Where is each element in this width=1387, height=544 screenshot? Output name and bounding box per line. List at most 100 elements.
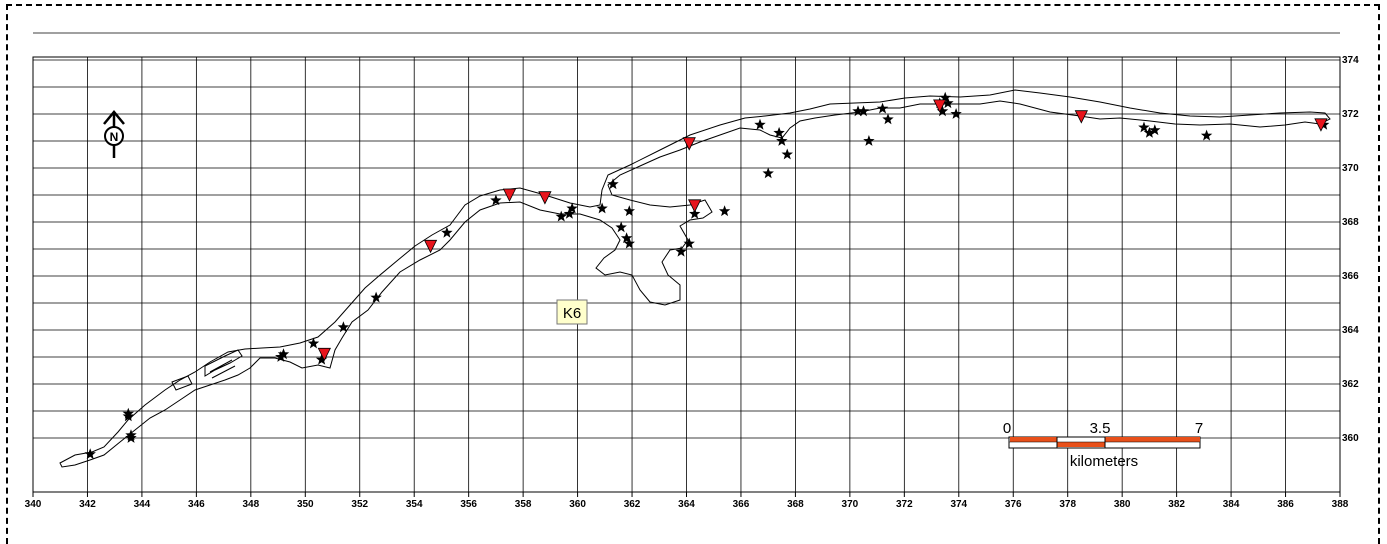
x-tick-label: 382 (1168, 499, 1185, 510)
sample-star-marker (623, 205, 635, 217)
y-tick-label: 360 (1342, 433, 1359, 444)
x-tick-label: 348 (242, 499, 259, 510)
x-tick-label: 350 (297, 499, 314, 510)
sample-triangle-marker (933, 99, 947, 113)
sample-star-marker (1138, 121, 1150, 133)
sample-star-marker (675, 245, 687, 257)
sample-star-marker (623, 237, 635, 249)
x-tick-label: 368 (787, 499, 804, 510)
x-tick-label: 360 (569, 499, 586, 510)
sample-star-marker (773, 126, 785, 138)
area-label-text: K6 (563, 305, 581, 322)
sample-star-marker (596, 202, 608, 214)
sample-star-marker (1143, 126, 1156, 138)
sample-star-marker (370, 291, 382, 303)
scale-label-zero: 0 (1003, 420, 1011, 437)
scale-units: kilometers (1070, 453, 1138, 470)
sample-star-marker (689, 207, 701, 219)
x-tick-label: 374 (950, 499, 967, 510)
sample-star-marker (615, 221, 627, 233)
sample-star-marker (876, 102, 889, 114)
sample-star-marker (781, 148, 793, 160)
sample-star-marker (882, 113, 894, 125)
scale-bar: 0 3.5 7 kilometers (1003, 420, 1203, 470)
y-tick-label: 362 (1342, 379, 1359, 390)
sample-star-marker (122, 407, 134, 419)
y-tick-label: 366 (1342, 271, 1359, 282)
x-tick-label: 372 (896, 499, 913, 510)
sample-star-marker (1149, 124, 1161, 136)
sample-star-marker (277, 348, 290, 360)
x-tick-label: 358 (515, 499, 532, 510)
sample-star-marker (857, 105, 870, 117)
sample-triangle-marker (423, 239, 438, 254)
sample-star-marker (683, 237, 695, 249)
x-tick-label: 356 (460, 499, 477, 510)
harbour-outline (171, 349, 243, 391)
y-tick-label: 368 (1342, 217, 1359, 228)
coastline-outline (59, 89, 1331, 468)
sample-star-marker (754, 118, 766, 130)
sample-star-marker (566, 202, 578, 214)
sample-triangle-marker (1314, 118, 1328, 132)
sample-star-marker (307, 337, 320, 349)
x-tick-label: 384 (1223, 499, 1240, 510)
sample-star-marker (852, 105, 864, 117)
sample-star-marker (950, 108, 962, 119)
sample-triangle-marker (1074, 110, 1088, 124)
x-tick-label: 370 (842, 499, 859, 510)
sample-triangle-marker (688, 199, 702, 213)
y-tick-label: 372 (1342, 109, 1359, 120)
sample-star-marker (942, 97, 954, 109)
map-grid (32, 32, 1341, 493)
sample-triangles (317, 99, 1328, 362)
sample-star-marker (490, 194, 502, 206)
x-tick-label: 354 (406, 499, 423, 510)
sample-star-marker (607, 178, 619, 190)
x-tick-label: 366 (733, 499, 750, 510)
sample-triangle-marker (502, 188, 517, 202)
x-tick-label: 386 (1277, 499, 1294, 510)
x-tick-label: 380 (1114, 499, 1131, 510)
sample-star-marker (563, 207, 576, 219)
x-tick-label: 376 (1005, 499, 1022, 510)
area-label-k6: K6 (556, 299, 588, 325)
x-tick-label: 378 (1059, 499, 1076, 510)
x-tick-label: 388 (1332, 499, 1349, 510)
sample-star-marker (718, 205, 731, 217)
sample-star-marker (337, 321, 350, 333)
scale-label-max: 7 (1195, 420, 1203, 437)
sample-star-marker (1200, 129, 1213, 141)
x-tick-label: 340 (25, 499, 42, 510)
north-arrow: N (103, 110, 125, 158)
x-tick-label: 344 (134, 499, 151, 510)
x-tick-label: 364 (678, 499, 695, 510)
sample-star-marker (863, 135, 875, 146)
y-axis-ticks: 374 372 370 368 366 364 362 360 (1342, 55, 1359, 444)
x-axis-ticks: 340 342 344 346 348 350 352 354 356 358 360 362 364 3… (25, 492, 1349, 510)
x-tick-label: 362 (624, 499, 641, 510)
sample-star-marker (936, 105, 949, 117)
x-tick-label: 342 (79, 499, 96, 510)
sample-triangle-marker (317, 347, 331, 362)
sample-star-marker (939, 91, 951, 103)
map-frame (6, 4, 1380, 544)
north-label: N (110, 130, 119, 144)
sample-star-marker (620, 232, 633, 244)
sample-stars (84, 91, 1330, 460)
sample-triangle-marker (538, 191, 552, 205)
sample-triangle-marker (682, 137, 696, 151)
y-tick-label: 370 (1342, 163, 1359, 174)
sample-star-marker (84, 448, 96, 460)
scale-label-mid: 3.5 (1090, 420, 1111, 437)
x-tick-label: 346 (188, 499, 205, 510)
y-tick-label: 374 (1342, 55, 1359, 66)
sample-star-marker (315, 353, 328, 365)
y-tick-label: 364 (1342, 325, 1359, 336)
sample-star-marker (441, 226, 453, 238)
sample-star-marker (762, 167, 774, 179)
sample-star-marker (125, 429, 137, 441)
sample-star-marker (776, 135, 788, 146)
sample-star-marker (555, 210, 567, 222)
